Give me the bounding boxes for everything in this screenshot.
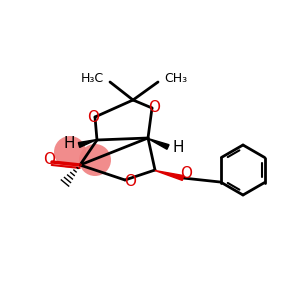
Text: O: O: [43, 152, 55, 167]
Text: H: H: [63, 136, 75, 152]
Text: H: H: [172, 140, 184, 155]
Text: O: O: [180, 167, 192, 182]
Text: O: O: [87, 110, 99, 124]
Polygon shape: [148, 139, 169, 149]
Text: CH₃: CH₃: [164, 71, 187, 85]
Text: O: O: [148, 100, 160, 116]
Text: H₃C: H₃C: [81, 71, 104, 85]
Circle shape: [79, 144, 111, 176]
Polygon shape: [78, 140, 97, 147]
Polygon shape: [155, 170, 184, 180]
Text: O: O: [124, 175, 136, 190]
Circle shape: [54, 136, 86, 168]
